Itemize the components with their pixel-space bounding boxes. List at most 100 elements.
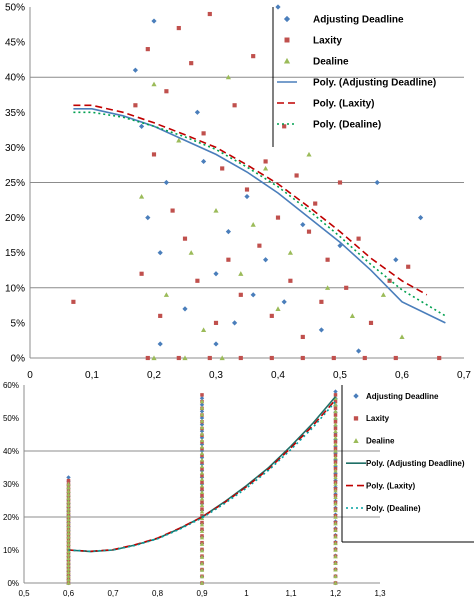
data-point xyxy=(199,448,205,454)
data-point xyxy=(333,528,338,532)
x-tick-label: 1 xyxy=(244,589,249,598)
data-point xyxy=(213,320,219,325)
data-point xyxy=(333,554,338,559)
x-tick-label: 0,5 xyxy=(18,589,30,598)
data-point xyxy=(281,299,287,305)
data-point xyxy=(333,475,338,480)
data-point xyxy=(333,435,338,440)
data-point xyxy=(66,495,71,500)
data-point xyxy=(199,503,205,507)
data-point xyxy=(199,522,205,527)
data-point xyxy=(306,229,312,234)
data-point xyxy=(275,215,281,220)
data-point xyxy=(437,355,442,361)
legend-label: Adjusting Deadline xyxy=(366,392,439,401)
data-point xyxy=(200,480,204,484)
data-point xyxy=(207,355,212,361)
legend-marker xyxy=(284,37,290,43)
data-point xyxy=(251,54,256,59)
data-point xyxy=(200,493,204,498)
data-point xyxy=(263,257,269,263)
data-point xyxy=(145,355,150,361)
trendline xyxy=(73,108,446,324)
data-point xyxy=(199,580,205,585)
data-point xyxy=(66,570,71,575)
data-point xyxy=(393,355,398,361)
data-point xyxy=(66,475,71,480)
data-point xyxy=(200,453,204,458)
data-point xyxy=(200,446,204,451)
data-point xyxy=(333,402,338,407)
x-tick-label: 0,4 xyxy=(271,370,285,381)
data-point xyxy=(66,488,71,493)
data-point xyxy=(66,527,71,532)
data-point xyxy=(275,4,281,10)
y-tick-label: 30% xyxy=(3,480,19,489)
data-point xyxy=(199,402,205,407)
data-point xyxy=(333,433,338,437)
legend-marker xyxy=(353,393,359,399)
data-point xyxy=(66,499,71,504)
data-point xyxy=(356,236,361,241)
data-point xyxy=(199,470,205,475)
data-point xyxy=(199,496,205,501)
data-point xyxy=(66,531,71,536)
legend-marker xyxy=(283,57,291,64)
y-tick-label: 50% xyxy=(3,414,19,423)
data-point xyxy=(164,89,169,94)
legend-label: Laxity xyxy=(313,36,342,47)
trendline xyxy=(68,399,337,553)
data-point xyxy=(333,420,338,424)
data-point xyxy=(199,405,205,410)
data-point xyxy=(139,271,144,276)
legend-label: Poly. (Laxity) xyxy=(366,481,416,490)
data-point xyxy=(157,250,163,256)
y-tick-label: 20% xyxy=(3,513,19,522)
data-point xyxy=(139,123,145,129)
y-tick-label: 50% xyxy=(5,3,25,14)
data-point xyxy=(199,535,205,540)
x-tick-label: 0,7 xyxy=(107,589,119,598)
data-point xyxy=(344,285,349,290)
data-point xyxy=(199,464,205,469)
data-point xyxy=(418,215,424,221)
data-point xyxy=(213,207,219,213)
data-point xyxy=(226,257,231,262)
data-point xyxy=(263,159,268,164)
data-point xyxy=(349,313,355,318)
data-point xyxy=(333,406,338,411)
data-point xyxy=(66,534,71,539)
data-point xyxy=(200,467,204,471)
data-point xyxy=(250,222,256,227)
data-point xyxy=(199,567,205,572)
data-point xyxy=(199,548,205,553)
data-point xyxy=(269,355,274,361)
data-point xyxy=(200,487,204,491)
y-tick-label: 35% xyxy=(5,108,25,119)
data-point xyxy=(200,500,204,505)
data-point xyxy=(199,444,205,449)
data-point xyxy=(66,506,71,511)
data-point xyxy=(151,18,157,24)
data-point xyxy=(199,455,205,460)
legend-label: Dealine xyxy=(313,57,349,68)
x-tick-label: 0,1 xyxy=(85,370,99,381)
y-tick-label: 40% xyxy=(3,447,19,456)
data-point xyxy=(66,563,71,568)
data-point xyxy=(176,137,182,143)
data-point xyxy=(66,559,71,564)
data-point xyxy=(333,446,338,451)
y-tick-label: 20% xyxy=(5,213,25,224)
data-point xyxy=(333,561,338,565)
data-point xyxy=(199,509,205,514)
data-point xyxy=(199,515,205,520)
data-point xyxy=(333,399,338,404)
data-point xyxy=(333,574,338,579)
data-point xyxy=(333,448,338,453)
data-point xyxy=(333,481,338,486)
y-tick-label: 45% xyxy=(5,38,25,49)
data-point xyxy=(66,520,71,525)
data-point xyxy=(66,492,71,497)
data-point xyxy=(300,355,305,361)
